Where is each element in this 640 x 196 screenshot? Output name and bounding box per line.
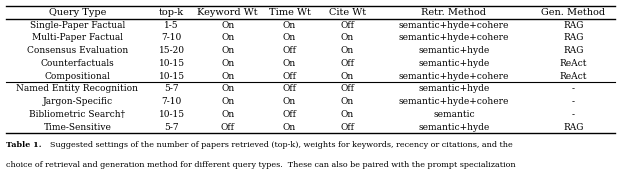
Text: On: On	[283, 122, 296, 132]
Text: ReAct: ReAct	[560, 72, 588, 81]
Text: On: On	[221, 97, 234, 106]
Text: Gen. Method: Gen. Method	[541, 8, 605, 17]
Text: semantic+hyde: semantic+hyde	[419, 59, 490, 68]
Text: Bibliometric Search†: Bibliometric Search†	[29, 110, 125, 119]
Text: Suggested settings of the number of papers retrieved (top-k), weights for keywor: Suggested settings of the number of pape…	[45, 141, 513, 149]
Text: 10-15: 10-15	[159, 59, 185, 68]
Text: On: On	[221, 46, 234, 55]
Text: semantic: semantic	[433, 110, 475, 119]
Text: semantic+hyde+cohere: semantic+hyde+cohere	[399, 21, 509, 30]
Text: Off: Off	[340, 21, 354, 30]
Text: Jargon-Specific: Jargon-Specific	[42, 97, 113, 106]
Text: 10-15: 10-15	[159, 110, 185, 119]
Text: semantic+hyde: semantic+hyde	[419, 122, 490, 132]
Text: Consensus Evaluation: Consensus Evaluation	[27, 46, 128, 55]
Text: Off: Off	[283, 110, 296, 119]
Text: On: On	[221, 110, 234, 119]
Text: RAG: RAG	[563, 122, 584, 132]
Text: On: On	[340, 33, 354, 42]
Text: On: On	[340, 72, 354, 81]
Text: 1-5: 1-5	[164, 21, 179, 30]
Text: 15-20: 15-20	[159, 46, 184, 55]
Text: top-k: top-k	[159, 8, 184, 17]
Text: Off: Off	[283, 46, 296, 55]
Text: Off: Off	[283, 84, 296, 93]
Text: Compositional: Compositional	[44, 72, 110, 81]
Text: On: On	[283, 21, 296, 30]
Text: RAG: RAG	[563, 46, 584, 55]
Text: semantic+hyde+cohere: semantic+hyde+cohere	[399, 97, 509, 106]
Text: On: On	[283, 97, 296, 106]
Text: On: On	[340, 97, 354, 106]
Text: Retr. Method: Retr. Method	[422, 8, 486, 17]
Text: 5-7: 5-7	[164, 84, 179, 93]
Text: Single-Paper Factual: Single-Paper Factual	[29, 21, 125, 30]
Text: Time-Sensitive: Time-Sensitive	[44, 122, 111, 132]
Text: 5-7: 5-7	[164, 122, 179, 132]
Text: On: On	[221, 72, 234, 81]
Text: RAG: RAG	[563, 21, 584, 30]
Text: 10-15: 10-15	[159, 72, 185, 81]
Text: On: On	[283, 33, 296, 42]
Text: semantic+hyde+cohere: semantic+hyde+cohere	[399, 33, 509, 42]
Text: semantic+hyde: semantic+hyde	[419, 84, 490, 93]
Text: Off: Off	[340, 122, 354, 132]
Text: Off: Off	[340, 84, 354, 93]
Text: 7-10: 7-10	[161, 33, 182, 42]
Text: Multi-Paper Factual: Multi-Paper Factual	[32, 33, 123, 42]
Text: Table 1.: Table 1.	[6, 141, 42, 149]
Text: Counterfactuals: Counterfactuals	[40, 59, 115, 68]
Text: ReAct: ReAct	[560, 59, 588, 68]
Text: choice of retrieval and generation method for different query types.  These can : choice of retrieval and generation metho…	[6, 161, 516, 169]
Text: On: On	[340, 46, 354, 55]
Text: Cite Wt: Cite Wt	[329, 8, 366, 17]
Text: Time Wt: Time Wt	[269, 8, 310, 17]
Text: Named Entity Recognition: Named Entity Recognition	[17, 84, 138, 93]
Text: Query Type: Query Type	[49, 8, 106, 17]
Text: semantic+hyde: semantic+hyde	[419, 46, 490, 55]
Text: semantic+hyde+cohere: semantic+hyde+cohere	[399, 72, 509, 81]
Text: Off: Off	[283, 72, 296, 81]
Text: On: On	[221, 21, 234, 30]
Text: On: On	[221, 33, 234, 42]
Text: Off: Off	[340, 59, 354, 68]
Text: -: -	[572, 110, 575, 119]
Text: On: On	[283, 59, 296, 68]
Text: Keyword Wt: Keyword Wt	[197, 8, 258, 17]
Text: On: On	[340, 110, 354, 119]
Text: RAG: RAG	[563, 33, 584, 42]
Text: On: On	[221, 84, 234, 93]
Text: 7-10: 7-10	[161, 97, 182, 106]
Text: Off: Off	[221, 122, 235, 132]
Text: -: -	[572, 97, 575, 106]
Text: On: On	[221, 59, 234, 68]
Text: -: -	[572, 84, 575, 93]
